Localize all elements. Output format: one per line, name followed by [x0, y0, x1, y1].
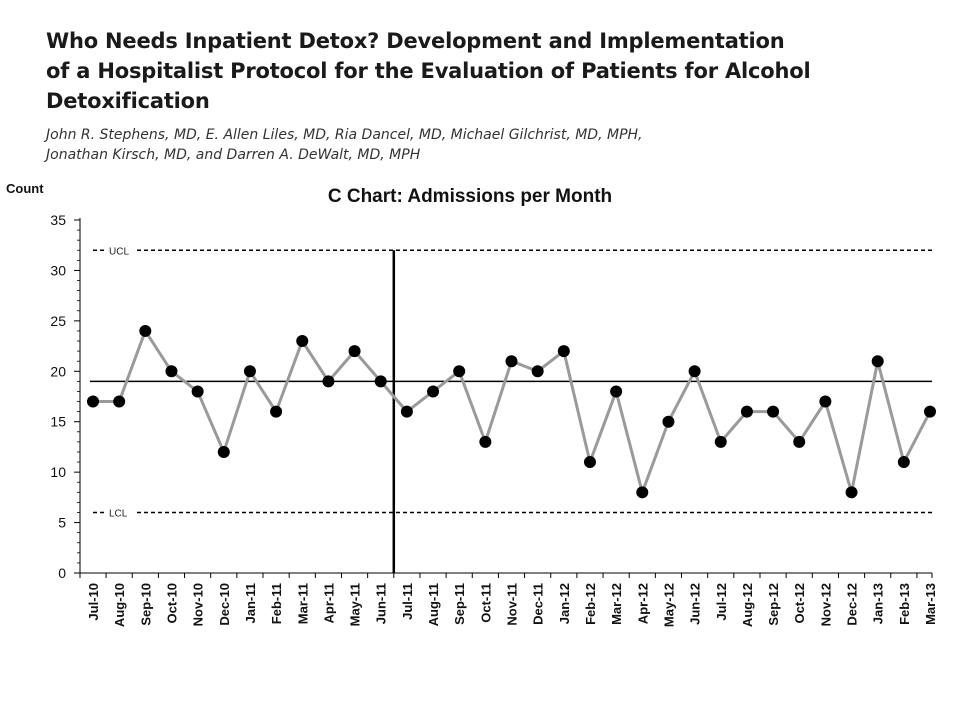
ucl-label: UCL [109, 246, 129, 257]
x-tick-label: Mar-11 [295, 583, 310, 624]
x-tick-label: Dec-11 [531, 583, 546, 625]
paper-title-line: Detoxification [46, 89, 210, 113]
data-point [243, 365, 256, 378]
x-tick-label: May-12 [661, 583, 676, 627]
x-tick-label: Jan-12 [557, 583, 572, 624]
data-point [714, 435, 727, 448]
author-line: Jonathan Kirsch, MD, and Darren A. DeWal… [46, 147, 421, 163]
chart-title: C Chart: Admissions per Month [328, 186, 612, 207]
paper-authors: John R. Stephens, MD, E. Allen Liles, MD… [46, 125, 906, 165]
series [87, 324, 936, 499]
x-tick-label: Dec-10 [217, 583, 232, 626]
data-point [845, 486, 858, 499]
x-tick-label: Sep-10 [138, 583, 153, 626]
data-point [270, 405, 283, 418]
data-point [479, 435, 492, 448]
data-point [583, 456, 596, 469]
x-tick-label: Jun-11 [374, 583, 389, 624]
y-tick-label: 20 [50, 363, 66, 379]
x-tick-label: Nov-11 [505, 583, 520, 626]
data-point [322, 375, 335, 388]
x-tick-label: Oct-11 [478, 583, 493, 623]
x-tick-label: Feb-13 [897, 583, 912, 625]
data-point [610, 385, 623, 398]
x-tick-label: May-11 [348, 583, 363, 626]
x-tick-label: Oct-10 [164, 583, 179, 623]
data-point [636, 486, 649, 499]
data-point [453, 365, 466, 378]
series-line [93, 329, 932, 494]
data-point [688, 365, 701, 378]
data-point [87, 395, 99, 408]
data-point [767, 405, 780, 418]
x-tick-label: Apr-12 [635, 583, 650, 624]
x-tick-label: Feb-12 [583, 583, 598, 625]
c-chart: C Chart: Admissions per Month Count 0 5 10… [6, 181, 938, 627]
x-tick-label: Oct-12 [792, 583, 807, 623]
data-point [557, 345, 570, 358]
control-limits: UCL LCL [90, 246, 932, 573]
paper-title-line: of a Hospitalist Protocol for the Evalua… [46, 59, 811, 83]
x-tick-label: Sep-11 [452, 583, 467, 625]
paper-title: Who Needs Inpatient Detox? Development a… [46, 26, 906, 116]
x-tick-label: Nov-10 [191, 583, 206, 626]
axes: 0 5 10 15 20 25 30 35 [50, 212, 933, 581]
data-point [871, 355, 884, 368]
data-point [427, 385, 440, 398]
y-tick-label: 35 [50, 212, 66, 228]
y-tick-label: 30 [50, 262, 66, 278]
data-point [662, 415, 675, 428]
data-point [924, 405, 936, 418]
y-tick-label: 10 [50, 464, 66, 480]
data-point [139, 324, 152, 337]
data-point [217, 445, 230, 458]
data-point [374, 375, 387, 388]
data-point [296, 335, 309, 348]
x-tick-label: Apr-11 [321, 583, 336, 623]
x-tick-label: Jan-13 [871, 583, 886, 624]
paper-title-line: Who Needs Inpatient Detox? Development a… [46, 29, 785, 53]
x-tick-label: Aug-12 [740, 583, 755, 627]
x-tick-label: Dec-12 [845, 583, 860, 626]
y-tick-label: 0 [58, 565, 66, 581]
data-point [819, 395, 832, 408]
data-point [400, 405, 413, 418]
x-tick-label: Mar-12 [609, 583, 624, 625]
y-tick-label: 25 [50, 313, 66, 329]
x-tick-label: Mar-13 [923, 583, 938, 625]
data-point [897, 456, 910, 469]
data-point [505, 355, 518, 368]
x-tick-label: Feb-11 [269, 583, 284, 624]
x-tick-label: Jan-11 [243, 583, 258, 623]
data-point [793, 435, 806, 448]
x-tick-label: Jul-11 [400, 583, 415, 620]
data-point [113, 395, 126, 408]
data-point [531, 365, 544, 378]
data-point [348, 345, 361, 358]
x-tick-label: Jun-12 [688, 583, 703, 625]
data-point [165, 365, 178, 378]
x-tick-label: Aug-11 [426, 583, 441, 626]
data-point [740, 405, 753, 418]
y-tick-label: 5 [58, 515, 66, 531]
author-line: John R. Stephens, MD, E. Allen Liles, MD… [46, 127, 643, 143]
x-tick-label: Sep-12 [766, 583, 781, 626]
y-tick-label: 15 [50, 414, 66, 430]
x-tick-label: Jul-12 [714, 583, 729, 621]
x-tick-label: Jul-10 [86, 583, 101, 621]
x-tick-labels: Jul-10 Aug-10 Sep-10 Oct-10 Nov-10 Dec-10 Jan-… [86, 583, 938, 627]
x-tick-label: Aug-10 [112, 583, 127, 627]
lcl-label: LCL [109, 508, 128, 519]
x-tick-label: Nov-12 [818, 583, 833, 626]
data-point [191, 385, 204, 398]
y-axis-label: Count [6, 181, 44, 196]
